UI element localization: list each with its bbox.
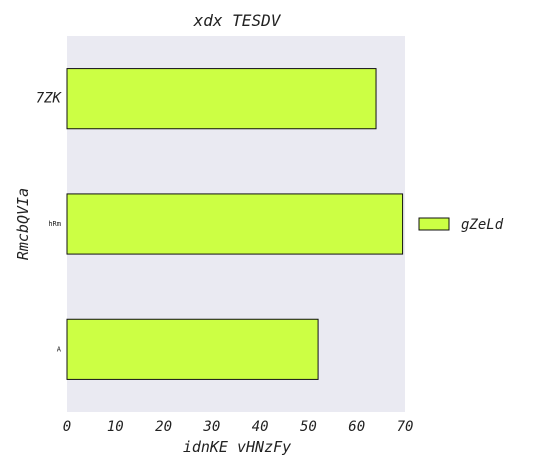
x-tick-label: 0: [63, 419, 71, 435]
x-tick-label: 20: [155, 419, 172, 435]
x-tick-label: 50: [300, 419, 317, 435]
bar-a: [66, 318, 319, 380]
x-tick-label: 70: [397, 419, 414, 435]
chart-title: xdx TESDV: [193, 11, 282, 30]
x-tick-label: 30: [202, 419, 220, 435]
bar-7zk: [66, 68, 377, 130]
x-axis-label: idnKE vHNzFy: [183, 438, 291, 456]
y-tick-label: hRm: [48, 220, 61, 228]
legend-swatch: [418, 217, 450, 231]
y-tick-labels: 7ZK hRm A: [36, 91, 63, 354]
x-tick-labels: 0 10 20 30 40 50 60 70: [63, 419, 414, 435]
y-tick-label: 7ZK: [36, 91, 63, 107]
x-tick-label: 60: [348, 419, 365, 435]
bars-layer: [66, 68, 404, 380]
x-tick-label: 10: [107, 419, 124, 435]
y-axis-label: RmcbQVIa: [14, 188, 32, 260]
bar-hrm: [66, 193, 404, 255]
y-tick-label: A: [57, 345, 62, 353]
legend: gZeLd: [418, 217, 504, 233]
legend-label-gzeld: gZeLd: [461, 217, 504, 233]
x-tick-label: 40: [252, 419, 269, 435]
